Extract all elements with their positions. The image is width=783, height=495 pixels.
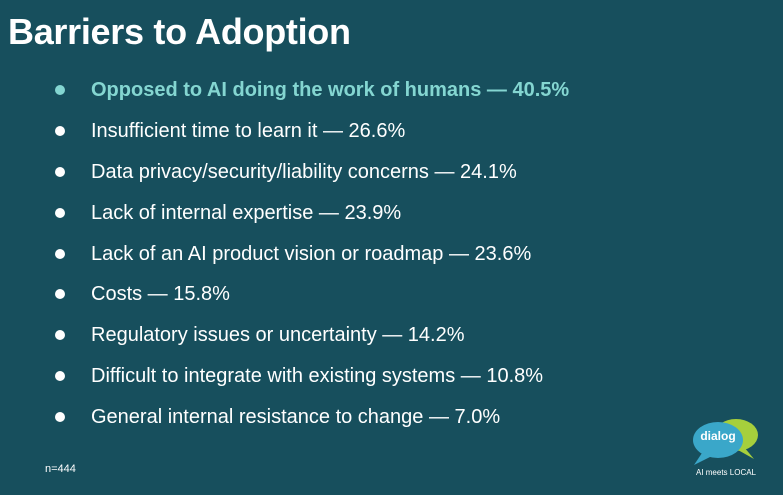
list-item: Insufficient time to learn it — 26.6%: [55, 111, 569, 152]
barrier-label: Costs — 15.8%: [91, 283, 230, 306]
list-item: Costs — 15.8%: [55, 274, 569, 315]
bullet-icon: [55, 85, 65, 96]
barrier-label: Insufficient time to learn it — 26.6%: [91, 120, 406, 143]
list-item: Regulatory issues or uncertainty — 14.2%: [55, 315, 569, 356]
logo-tagline: AI meets LOCAL: [695, 468, 757, 477]
barriers-list: Opposed to AI doing the work of humans —…: [55, 70, 569, 437]
list-item: Data privacy/security/liability concerns…: [55, 152, 569, 193]
logo-wordmark: dialog: [700, 429, 736, 443]
barrier-label: Regulatory issues or uncertainty — 14.2%: [91, 324, 465, 347]
logo: dialog AI meets LOCAL: [686, 413, 766, 483]
list-item: Lack of internal expertise — 23.9%: [55, 192, 569, 233]
barrier-label: Opposed to AI doing the work of humans —…: [91, 79, 570, 102]
slide-title: Barriers to Adoption: [8, 11, 351, 52]
bullet-icon: [55, 411, 65, 422]
bullet-icon: [55, 370, 65, 381]
list-item: Lack of an AI product vision or roadmap …: [55, 233, 569, 274]
list-item: Difficult to integrate with existing sys…: [55, 356, 569, 397]
barrier-label: Lack of an AI product vision or roadmap …: [91, 242, 532, 265]
bullet-icon: [55, 126, 65, 137]
bullet-icon: [55, 289, 65, 300]
speech-bubbles-icon: [693, 419, 758, 465]
sample-size-note: n=444: [45, 463, 76, 475]
list-item: Opposed to AI doing the work of humans —…: [55, 70, 569, 111]
bullet-icon: [55, 248, 65, 259]
bullet-icon: [55, 330, 65, 341]
barrier-label: General internal resistance to change — …: [91, 405, 501, 428]
barrier-label: Data privacy/security/liability concerns…: [91, 160, 517, 183]
barrier-label: Difficult to integrate with existing sys…: [91, 364, 544, 387]
barrier-label: Lack of internal expertise — 23.9%: [91, 201, 402, 224]
bullet-icon: [55, 207, 65, 218]
bullet-icon: [55, 166, 65, 177]
list-item: General internal resistance to change — …: [55, 396, 569, 437]
